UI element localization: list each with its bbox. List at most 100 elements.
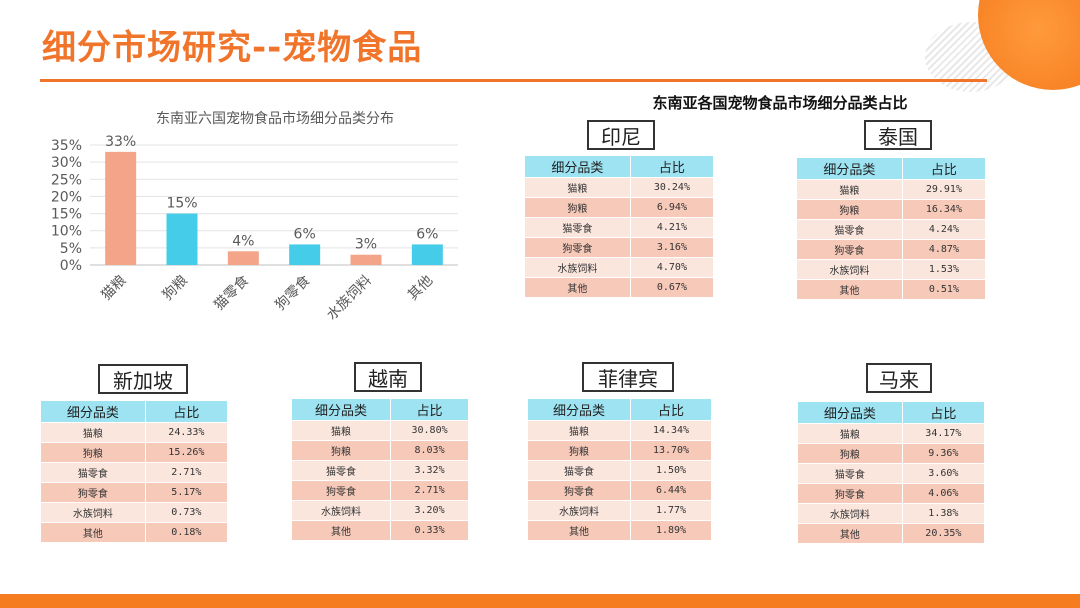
bar (227, 251, 259, 265)
country-label-thailand: 泰国 (864, 120, 932, 150)
table-row: 其他 0.33% (290, 520, 469, 541)
bar (289, 244, 321, 265)
header-share: 占比 (390, 398, 469, 421)
table-row: 狗粮 15.26% (40, 442, 229, 463)
table-row: 狗粮 6.94% (524, 197, 715, 218)
category-cell: 水族饲料 (290, 500, 392, 521)
share-cell: 13.70% (630, 440, 712, 461)
header-category: 细分品类 (40, 400, 146, 423)
country-label-singapore: 新加坡 (98, 364, 188, 394)
share-cell: 9.36% (901, 443, 986, 464)
header-share: 占比 (901, 401, 986, 424)
table-vietnam: 细分品类 占比 猫粮 30.80% 狗粮 8.03% 猫零食 3.32% 狗零食 2.71% 水族饲… (290, 398, 469, 541)
table-row: 狗零食 5.17% (40, 482, 229, 503)
header-share: 占比 (144, 400, 229, 423)
table-header-row: 细分品类 占比 (40, 400, 229, 423)
y-tick-label: 5% (60, 241, 82, 257)
table-row: 狗零食 4.06% (797, 483, 986, 504)
y-tick-label: 0% (60, 258, 82, 274)
table-header-row: 细分品类 占比 (526, 398, 712, 421)
bar (411, 244, 443, 265)
table-row: 狗零食 2.71% (290, 480, 469, 501)
country-label-philippines: 菲律宾 (582, 362, 674, 392)
chart-title: 东南亚六国宠物食品市场细分品类分布 (156, 111, 394, 127)
share-cell: 15.26% (144, 442, 229, 463)
data-label: 4% (232, 233, 254, 249)
category-cell: 狗粮 (526, 440, 632, 461)
x-tick-label: 狗粮 (160, 273, 191, 304)
share-cell: 1.53% (901, 259, 987, 280)
bar-chart: 0%5%10%15%20%25%30%35% 33%猫粮15%狗粮4%猫零食6%狗… (51, 134, 458, 324)
category-cell: 猫粮 (797, 423, 903, 444)
category-cell: 猫粮 (290, 420, 392, 441)
y-tick-label: 10% (51, 224, 82, 240)
table-row: 猫零食 1.50% (526, 460, 712, 481)
share-cell: 2.71% (390, 480, 469, 501)
category-cell: 其他 (797, 523, 903, 544)
category-cell: 猫粮 (796, 179, 903, 200)
category-cell: 猫粮 (524, 177, 631, 198)
category-cell: 水族饲料 (40, 502, 146, 523)
table-row: 狗粮 8.03% (290, 440, 469, 461)
category-cell: 狗粮 (796, 199, 903, 220)
share-cell: 0.18% (144, 522, 229, 543)
table-malaysia: 细分品类 占比 猫粮 34.17% 狗粮 9.36% 猫零食 3.60% 狗零食 4.06% 水族饲… (797, 401, 986, 544)
table-indonesia: 细分品类 占比 猫粮 30.24% 狗粮 6.94% 猫零食 4.21% 狗零食 3.16% 水族饲… (524, 155, 715, 298)
table-row: 其他 0.18% (40, 522, 229, 543)
table-row: 其他 0.67% (524, 277, 715, 298)
table-row: 狗零食 6.44% (526, 480, 712, 501)
table-row: 其他 1.89% (526, 520, 712, 541)
share-cell: 1.77% (630, 500, 712, 521)
data-label: 33% (105, 134, 136, 150)
bar (105, 151, 137, 265)
category-cell: 猫零食 (290, 460, 392, 481)
table-row: 狗粮 9.36% (797, 443, 986, 464)
title-underline (40, 79, 987, 82)
x-tick-label: 猫零食 (210, 272, 252, 314)
category-cell: 狗零食 (796, 239, 903, 260)
table-row: 狗粮 16.34% (796, 199, 987, 220)
table-row: 猫粮 30.80% (290, 420, 469, 441)
share-cell: 4.24% (901, 219, 987, 240)
table-row: 其他 0.51% (796, 279, 987, 300)
table-row: 水族饲料 0.73% (40, 502, 229, 523)
category-cell: 狗粮 (797, 443, 903, 464)
share-cell: 30.24% (629, 177, 715, 198)
share-cell: 3.16% (629, 237, 715, 258)
share-cell: 3.20% (390, 500, 469, 521)
header-category: 细分品类 (797, 401, 903, 424)
share-cell: 1.38% (901, 503, 986, 524)
category-cell: 狗粮 (40, 442, 146, 463)
header-category: 细分品类 (524, 155, 631, 178)
data-label: 6% (294, 226, 316, 242)
y-tick-label: 35% (51, 138, 82, 154)
share-cell: 14.34% (630, 420, 712, 441)
category-cell: 狗粮 (524, 197, 631, 218)
table-row: 猫粮 29.91% (796, 179, 987, 200)
y-tick-label: 15% (51, 207, 82, 223)
category-cell: 狗零食 (524, 237, 631, 258)
category-cell: 狗零食 (526, 480, 632, 501)
data-label: 6% (416, 226, 438, 242)
category-cell: 狗粮 (290, 440, 392, 461)
share-cell: 5.17% (144, 482, 229, 503)
header-category: 细分品类 (796, 157, 903, 180)
category-cell: 猫零食 (526, 460, 632, 481)
table-row: 猫粮 14.34% (526, 420, 712, 441)
country-label-indonesia: 印尼 (587, 120, 655, 150)
table-row: 水族饲料 3.20% (290, 500, 469, 521)
x-tick-label: 水族饲料 (324, 273, 375, 324)
share-cell: 0.73% (144, 502, 229, 523)
table-row: 水族饲料 1.53% (796, 259, 987, 280)
table-row: 猫零食 2.71% (40, 462, 229, 483)
tables-section-title: 东南亚各国宠物食品市场细分品类占比 (652, 94, 908, 112)
header-category: 细分品类 (526, 398, 632, 421)
share-cell: 4.06% (901, 483, 986, 504)
table-header-row: 细分品类 占比 (796, 157, 987, 180)
share-cell: 8.03% (390, 440, 469, 461)
y-tick-label: 20% (51, 189, 82, 205)
header-category: 细分品类 (290, 398, 392, 421)
x-tick-label: 其他 (405, 273, 436, 304)
category-cell: 水族饲料 (524, 257, 631, 278)
table-row: 猫零食 4.24% (796, 219, 987, 240)
